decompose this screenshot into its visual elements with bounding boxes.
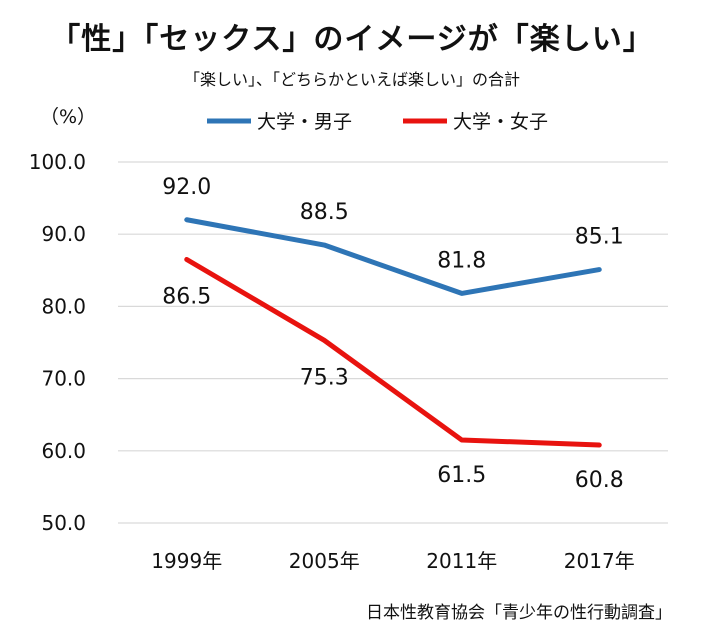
legend-label: 大学・女子 [453,111,548,133]
data-label: 85.1 [575,225,624,250]
chart-subtitle: 「楽しい」、「どちらかといえば楽しい」の合計 [183,70,520,89]
data-label: 61.5 [437,463,486,488]
chart-title: 「性」「セックス」のイメージが「楽しい」 [50,22,654,57]
y-tick-label: 80.0 [41,294,86,318]
data-label: 75.3 [300,365,349,390]
x-tick-label: 1999年 [151,549,222,573]
data-label: 86.5 [162,284,211,309]
legend-label: 大学・男子 [257,111,352,133]
y-axis-unit: （%） [40,106,97,128]
y-tick-label: 100.0 [29,150,86,174]
x-tick-label: 2017年 [564,549,635,573]
y-tick-label: 60.0 [41,439,86,463]
data-label: 88.5 [300,200,349,225]
source-note: 日本性教育協会「青少年の性行動調査」 [366,603,672,623]
data-label: 92.0 [162,175,211,200]
y-tick-label: 50.0 [41,511,86,535]
y-tick-label: 90.0 [41,222,86,246]
series-line [184,256,602,448]
y-tick-label: 70.0 [41,367,86,391]
x-tick-label: 2011年 [426,549,497,573]
data-label: 81.8 [437,248,486,273]
data-label: 60.8 [575,468,624,493]
x-tick-label: 2005年 [289,549,360,573]
series-line [184,217,602,296]
